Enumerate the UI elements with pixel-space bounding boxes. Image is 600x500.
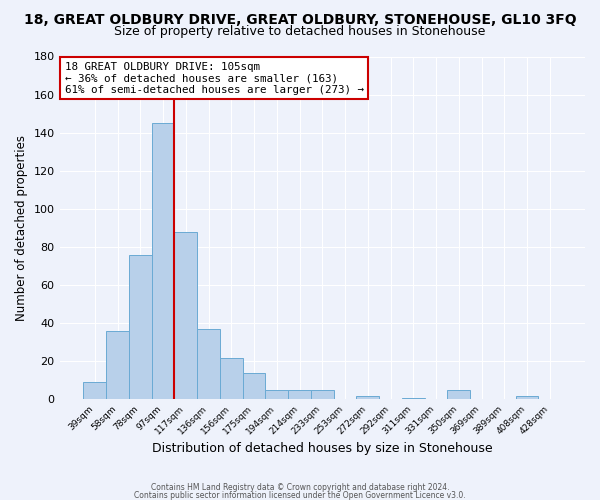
Bar <box>197 329 220 400</box>
Bar <box>311 390 334 400</box>
Bar <box>515 396 538 400</box>
Y-axis label: Number of detached properties: Number of detached properties <box>15 135 28 321</box>
Text: 18 GREAT OLDBURY DRIVE: 105sqm
← 36% of detached houses are smaller (163)
61% of: 18 GREAT OLDBURY DRIVE: 105sqm ← 36% of … <box>65 62 364 95</box>
Text: Size of property relative to detached houses in Stonehouse: Size of property relative to detached ho… <box>115 25 485 38</box>
Bar <box>220 358 242 400</box>
Bar <box>106 331 129 400</box>
Text: Contains public sector information licensed under the Open Government Licence v3: Contains public sector information licen… <box>134 490 466 500</box>
Bar <box>402 398 425 400</box>
Bar <box>448 390 470 400</box>
Bar <box>129 254 152 400</box>
Bar <box>152 123 175 400</box>
Bar <box>288 390 311 400</box>
Bar <box>175 232 197 400</box>
Text: Contains HM Land Registry data © Crown copyright and database right 2024.: Contains HM Land Registry data © Crown c… <box>151 484 449 492</box>
Bar <box>242 373 265 400</box>
Bar <box>83 382 106 400</box>
Bar <box>356 396 379 400</box>
Bar <box>265 390 288 400</box>
Text: 18, GREAT OLDBURY DRIVE, GREAT OLDBURY, STONEHOUSE, GL10 3FQ: 18, GREAT OLDBURY DRIVE, GREAT OLDBURY, … <box>23 12 577 26</box>
X-axis label: Distribution of detached houses by size in Stonehouse: Distribution of detached houses by size … <box>152 442 493 455</box>
